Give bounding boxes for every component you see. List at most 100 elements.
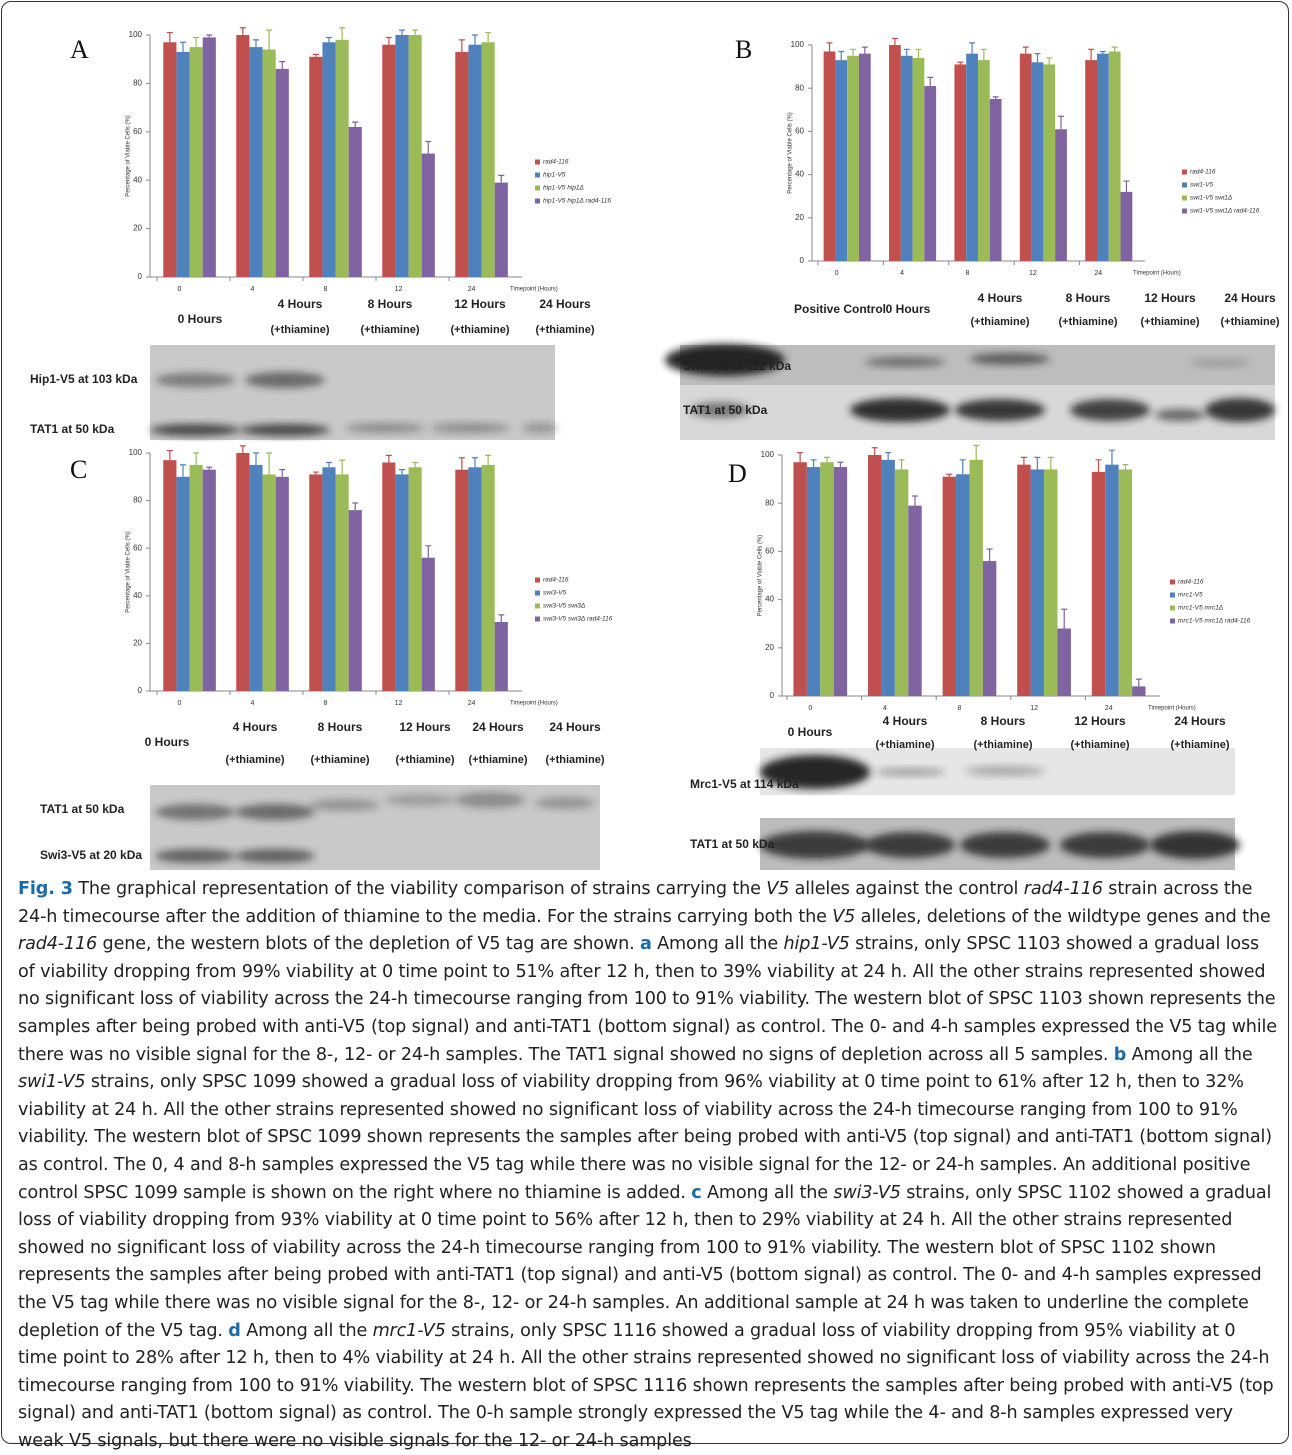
- bar: [336, 40, 349, 277]
- caption-label: b: [1114, 1045, 1126, 1065]
- legend-label: mrc1-V5 mrc1Δ: [1178, 605, 1223, 612]
- bar: [924, 86, 936, 261]
- caption-label: c: [691, 1183, 701, 1203]
- bar: [263, 50, 276, 277]
- figure-caption: Fig. 3 The graphical representation of t…: [18, 876, 1278, 1455]
- blot-band: [1155, 409, 1205, 421]
- legend-swatch: [535, 160, 540, 165]
- caption-italic: rad4-116: [18, 934, 97, 954]
- caption-text: gene, the western blots of the depletion…: [97, 934, 640, 954]
- x-axis-label: Timepoint (Hours): [510, 701, 558, 707]
- legend-swatch: [535, 604, 540, 609]
- blot-band: [522, 423, 558, 433]
- legend-label: rad4-116: [1178, 579, 1204, 586]
- legend-label: swi1-V5 swi1Δ: [1190, 195, 1232, 202]
- lane-condition: (+thiamine): [1071, 739, 1130, 751]
- error-bar: [1088, 49, 1094, 60]
- bar: [889, 45, 901, 261]
- x-tick-label: 8: [324, 700, 328, 707]
- bar: [163, 460, 176, 691]
- band-label: Swi3-V5 at 20 kDa: [40, 848, 142, 862]
- error-bar: [1123, 181, 1129, 192]
- caption-italic: V5: [832, 907, 855, 927]
- band-label: TAT1 at 50 kDa: [683, 403, 768, 417]
- bar: [908, 506, 921, 696]
- error-bar: [993, 97, 999, 99]
- lane-label: 4 Hours: [978, 291, 1023, 305]
- y-tick-label: 0: [800, 256, 805, 265]
- bar: [1097, 54, 1109, 261]
- error-bar: [386, 455, 392, 462]
- caption-italic: rad4-116: [1024, 879, 1103, 899]
- blot-band: [970, 353, 1050, 365]
- error-bar: [240, 28, 246, 35]
- page: {"chart_data": [ {"type": "bar", "y_labe…: [0, 0, 1292, 1447]
- bar: [835, 60, 847, 261]
- blot-band: [430, 423, 510, 433]
- error-bar: [1034, 54, 1040, 63]
- bar: [468, 45, 481, 277]
- error-bar: [824, 457, 830, 462]
- lane-label: 8 Hours: [318, 720, 363, 734]
- error-bar: [927, 77, 933, 86]
- y-tick-label: 100: [791, 40, 805, 49]
- blot-band: [155, 804, 235, 820]
- bar: [176, 52, 189, 277]
- error-bar: [279, 470, 285, 477]
- error-bar: [339, 28, 345, 40]
- band-label: Mrc1-V5 at 114 kDa: [690, 777, 799, 791]
- bar: [236, 35, 249, 277]
- error-bar: [459, 40, 465, 52]
- blot-band: [235, 849, 315, 863]
- bar: [422, 154, 435, 277]
- error-bar: [1096, 460, 1102, 472]
- legend-label: mrc1-V5: [1178, 592, 1203, 599]
- bar: [978, 60, 990, 261]
- caption-text: Among all the: [652, 934, 784, 954]
- bar: [983, 561, 996, 696]
- error-bar: [472, 458, 478, 468]
- error-bar: [1021, 457, 1027, 464]
- legend-label: rad4-116: [543, 577, 569, 584]
- y-tick-label: 0: [138, 686, 143, 695]
- lane-label: 4 Hours: [883, 714, 928, 728]
- legend-swatch: [1182, 183, 1187, 188]
- error-bar: [279, 62, 285, 69]
- legend-label: swi1-V5: [1190, 182, 1214, 189]
- error-bar: [180, 42, 186, 52]
- bar: [309, 474, 322, 691]
- bar: [322, 42, 335, 277]
- y-axis-label: Percentage of Viable Cells (%): [126, 115, 132, 197]
- lane-condition: (+thiamine): [1171, 739, 1230, 751]
- caption-italic: mrc1-V5: [373, 1321, 446, 1341]
- lane-label: 12 Hours: [1144, 291, 1196, 305]
- bar: [954, 64, 966, 261]
- bar: [824, 51, 836, 261]
- bar: [276, 477, 289, 691]
- error-bar: [957, 62, 963, 64]
- error-bar: [1112, 47, 1118, 51]
- error-bar: [326, 463, 332, 468]
- blot-band: [965, 766, 1045, 776]
- bar: [349, 127, 362, 277]
- bar: [409, 35, 422, 277]
- error-bar: [167, 33, 173, 43]
- error-bar: [862, 47, 868, 53]
- error-bar: [459, 458, 465, 470]
- caption-label: Fig. 3: [18, 879, 73, 899]
- error-bar: [313, 54, 319, 56]
- bar: [1032, 62, 1044, 261]
- error-bar: [1058, 116, 1064, 129]
- x-tick-label: 0: [178, 286, 182, 293]
- y-tick-label: 60: [795, 127, 804, 136]
- error-bar: [872, 448, 878, 455]
- bar: [1119, 469, 1132, 696]
- x-tick-label: 0: [178, 700, 182, 707]
- caption-text: strains, only SPSC 1102 showed a gradual…: [18, 1183, 1271, 1341]
- legend-label: swi3-V5 swi3Δ rad4-116: [543, 616, 613, 623]
- x-tick-label: 12: [1030, 705, 1038, 712]
- blot-band: [310, 799, 380, 811]
- legend-swatch: [1182, 170, 1187, 175]
- bar: [1109, 51, 1121, 261]
- error-bar: [1048, 457, 1054, 469]
